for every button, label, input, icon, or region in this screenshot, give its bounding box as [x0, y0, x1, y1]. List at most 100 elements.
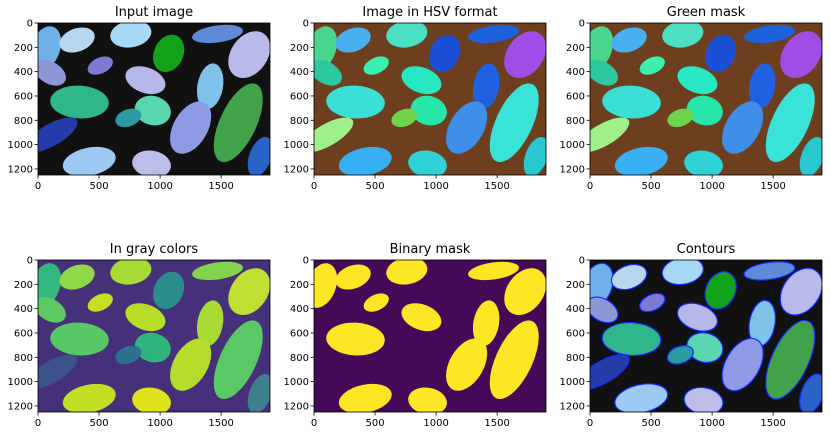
- leaf-shape: [799, 136, 822, 175]
- leaf-shape: [799, 373, 822, 412]
- panel-2: 0 500 1000 1500 0 200 400 600 800 1000 1200: [560, 19, 823, 192]
- leaf-shape: [326, 85, 385, 119]
- leaf-shape: [115, 108, 142, 128]
- y-tick-label: 1200: [560, 401, 585, 412]
- leaf-shape: [779, 267, 822, 316]
- leaf-shape: [192, 261, 243, 281]
- leaf-shape: [132, 387, 171, 412]
- leaf-shape: [170, 101, 212, 154]
- leaf-shape: [59, 264, 95, 290]
- leaf-shape: [62, 146, 116, 175]
- leaf-shape: [408, 150, 447, 175]
- leaf-shape: [134, 95, 171, 126]
- leaf-shape: [489, 320, 539, 400]
- leaf-shape: [504, 268, 546, 316]
- leaf-shape: [590, 117, 630, 153]
- leaf-shape: [38, 26, 62, 71]
- leaf-shape: [62, 383, 116, 412]
- leaf-shape: [38, 297, 66, 323]
- x-tick-label: 1500: [208, 181, 233, 192]
- y-tick-label: 200: [566, 43, 585, 54]
- y-tick-label: 600: [290, 91, 309, 102]
- y-tick-label: 200: [566, 280, 585, 291]
- y-tick-label: 1200: [284, 164, 309, 175]
- leaf-shape: [677, 66, 718, 95]
- y-tick-label: 0: [303, 19, 309, 30]
- y-tick-label: 800: [290, 353, 309, 364]
- y-tick-label: 800: [14, 353, 33, 364]
- x-tick-label: 1500: [484, 418, 509, 429]
- leaves-group: [314, 23, 546, 175]
- leaf-shape: [196, 300, 224, 347]
- leaf-shape: [110, 260, 152, 285]
- panel-4: 0 500 1000 1500 0 200 400 600 800 1000 1200: [284, 256, 547, 429]
- leaf-shape: [684, 150, 723, 175]
- leaf-shape: [38, 263, 62, 308]
- leaf-shape: [662, 23, 704, 48]
- x-tick-label: 0: [311, 418, 317, 429]
- leaf-shape: [468, 261, 519, 281]
- axes-frame: [589, 259, 823, 413]
- y-tick-label: 200: [290, 43, 309, 54]
- leaf-shape: [611, 27, 647, 53]
- y-tick-label: 200: [290, 280, 309, 291]
- x-tick-label: 0: [587, 418, 593, 429]
- leaf-shape: [338, 383, 392, 412]
- leaf-shape: [686, 332, 724, 364]
- x-tick-label: 1000: [699, 181, 724, 192]
- panel-title-input-image: Input image: [114, 5, 194, 20]
- leaf-shape: [590, 60, 618, 86]
- y-tick-label: 1000: [560, 377, 585, 388]
- leaf-shape: [115, 345, 142, 365]
- leaf-shape: [590, 262, 614, 309]
- leaves-group: [38, 23, 270, 175]
- leaf-shape: [213, 83, 263, 163]
- leaf-shape: [590, 296, 619, 324]
- x-tick-label: 500: [642, 181, 661, 192]
- y-tick-label: 400: [14, 304, 33, 315]
- y-tick-label: 1000: [284, 377, 309, 388]
- leaf-shape: [468, 24, 519, 44]
- leaves-group: [590, 260, 822, 412]
- panel-title-gray: In gray colors: [109, 242, 199, 257]
- leaf-shape: [683, 386, 724, 412]
- y-tick-label: 800: [14, 116, 33, 127]
- leaf-shape: [228, 268, 270, 316]
- y-tick-label: 1200: [284, 401, 309, 412]
- leaf-shape: [743, 261, 796, 281]
- leaf-shape: [363, 56, 389, 75]
- leaf-shape: [335, 264, 371, 290]
- y-tick-label: 400: [290, 67, 309, 78]
- x-tick-label: 1500: [208, 418, 233, 429]
- leaf-shape: [601, 321, 662, 357]
- leaf-shape: [446, 338, 488, 391]
- leaf-shape: [314, 117, 354, 153]
- leaf-shape: [326, 322, 385, 356]
- leaf-shape: [314, 60, 342, 86]
- leaf-shape: [765, 319, 816, 400]
- leaf-shape: [472, 63, 500, 110]
- y-tick-label: 200: [14, 280, 33, 291]
- leaf-shape: [610, 263, 648, 291]
- x-tick-label: 1500: [484, 181, 509, 192]
- leaf-shape: [363, 293, 389, 312]
- leaf-shape: [247, 136, 270, 175]
- x-tick-label: 500: [366, 181, 385, 192]
- axes-frame: [313, 259, 547, 413]
- leaf-shape: [765, 83, 815, 163]
- x-tick-label: 1000: [147, 418, 172, 429]
- leaf-shape: [386, 23, 428, 48]
- leaf-shape: [196, 63, 224, 110]
- leaf-shape: [335, 27, 371, 53]
- axes-frame: [37, 22, 271, 176]
- leaf-shape: [504, 31, 546, 79]
- leaf-shape: [472, 300, 500, 347]
- leaf-shape: [639, 292, 666, 313]
- leaf-shape: [614, 146, 668, 175]
- y-tick-label: 200: [14, 43, 33, 54]
- leaf-shape: [401, 66, 442, 95]
- axes-frame: [313, 22, 547, 176]
- y-tick-label: 400: [290, 304, 309, 315]
- y-tick-label: 600: [566, 328, 585, 339]
